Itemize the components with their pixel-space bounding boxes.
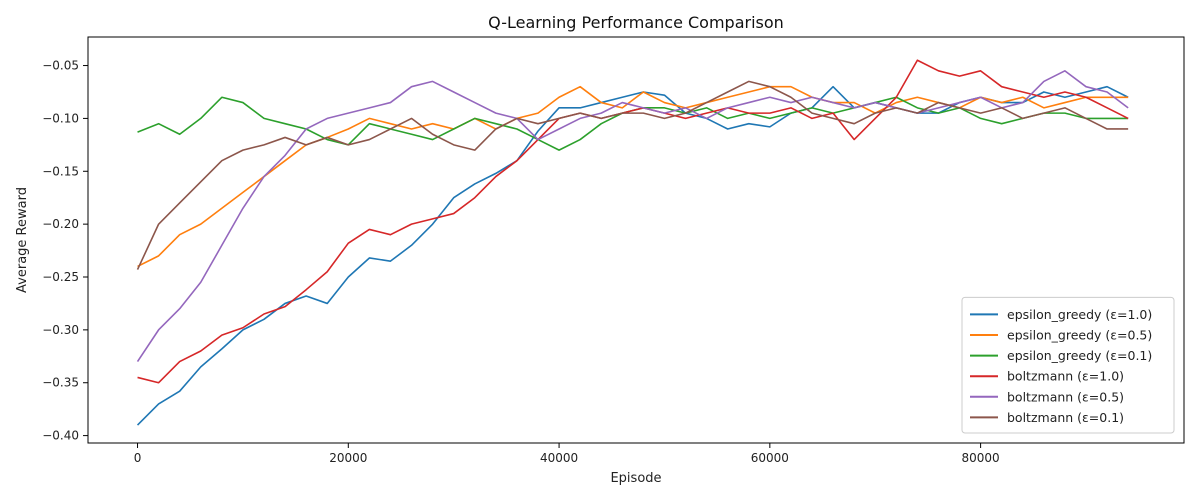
- x-tick-label: 20000: [329, 451, 367, 465]
- x-axis: 0 20000 40000 60000 80000: [134, 443, 1000, 465]
- plot-frame: [87, 36, 1185, 444]
- x-tick-label: 60000: [751, 451, 789, 465]
- legend-label: boltzmann (ε=0.5): [1007, 389, 1124, 404]
- legend-box: [961, 296, 1175, 434]
- y-tick-label: −0.15: [42, 164, 79, 178]
- x-tick-label: 40000: [540, 451, 578, 465]
- y-tick-label: −0.30: [42, 323, 79, 337]
- legend-label: epsilon_greedy (ε=0.5): [1007, 328, 1152, 343]
- y-tick-label: −0.40: [42, 429, 79, 443]
- y-tick-label: −0.20: [42, 217, 79, 231]
- y-tick-label: −0.05: [42, 59, 79, 73]
- series-line-4: [137, 59, 1129, 384]
- series-line-5: [136, 70, 1129, 363]
- legend-label: boltzmann (ε=1.0): [1007, 369, 1124, 384]
- y-axis-title: Average Reward: [15, 187, 30, 293]
- x-tick-label: 80000: [962, 451, 1000, 465]
- y-tick-label: −0.10: [42, 111, 79, 125]
- series-line-2: [137, 85, 1129, 268]
- legend-label: epsilon_greedy (ε=1.0): [1007, 307, 1152, 322]
- y-tick-label: −0.35: [42, 376, 79, 390]
- x-tick-label: 0: [134, 451, 142, 465]
- series-layer: [136, 59, 1129, 426]
- y-tick-label: −0.25: [42, 270, 79, 284]
- legend: epsilon_greedy (ε=1.0) epsilon_greedy (ε=…: [961, 296, 1175, 434]
- legend-label: boltzmann (ε=0.1): [1007, 410, 1124, 425]
- legend-label: epsilon_greedy (ε=0.1): [1007, 348, 1152, 363]
- x-axis-title: Episode: [610, 471, 661, 486]
- y-axis: −0.40 −0.35 −0.30 −0.25 −0.20 −0.15 −0.10 −0.05: [42, 59, 88, 443]
- series-line-6: [136, 80, 1129, 270]
- chart-title: Q-Learning Performance Comparison: [488, 13, 784, 32]
